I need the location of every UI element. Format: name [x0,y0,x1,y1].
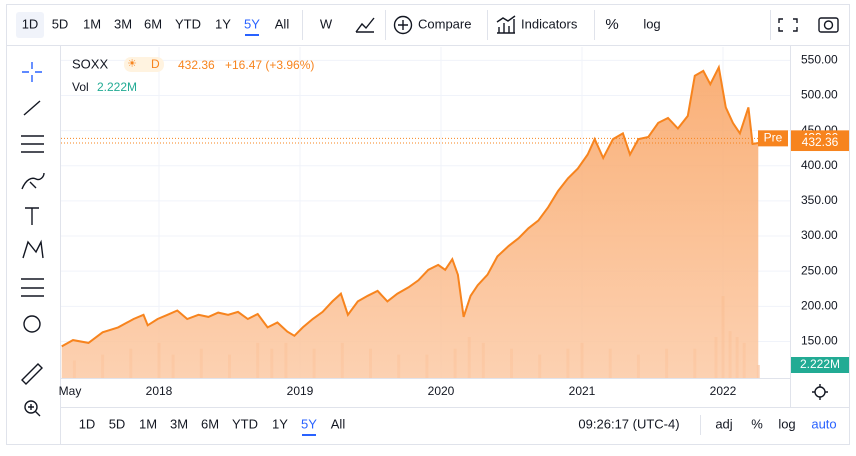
range-button[interactable]: 1Y [215,16,231,31]
price-badge [791,135,849,152]
volume-value: 2.222M [97,80,137,94]
y-tick-label: 500.00 [801,88,838,102]
range-button[interactable]: 5Y [301,416,317,431]
y-tick-label: 150.00 [801,334,838,348]
range-button[interactable]: All [331,416,346,431]
range-button[interactable]: 5D [52,16,69,31]
range-button[interactable]: YTD [232,416,258,431]
x-tick-label: 2019 [287,384,314,398]
chart-type-icon[interactable] [355,17,375,33]
x-tick-label: 2022 [710,384,737,398]
adj-button[interactable]: adj [715,416,732,431]
interval-button[interactable]: W [320,16,333,31]
market-status-icon: ☀ [127,58,137,70]
x-tick-label: 2021 [569,384,596,398]
range-button[interactable]: 6M [201,416,219,431]
emoji-tool[interactable] [23,315,41,333]
pre-tag-label: Pre [764,131,783,145]
range-button[interactable]: 5Y [244,16,260,31]
area-fill [61,67,759,379]
y-tick-label: 550.00 [801,53,838,67]
drawing-tools [21,62,45,417]
volume-badge-label: 2.222M [800,357,840,371]
indicators-icon[interactable] [496,15,516,34]
clock: 09:26:17 (UTC-4) [578,416,679,431]
price-badge-label: 432.36 [802,135,839,149]
percent-button[interactable]: % [751,416,763,431]
y-tick-label: 300.00 [801,228,838,242]
plot [61,47,790,379]
log-button[interactable]: log [778,416,795,431]
range-button[interactable]: 1M [139,416,157,431]
range-button[interactable]: 1M [83,16,101,31]
y-tick-label: 400.00 [801,158,838,172]
range-button[interactable]: 1D [79,416,96,431]
percent-button[interactable]: % [605,16,618,33]
interval-badge-bg [124,57,164,72]
log-button[interactable]: log [643,16,660,31]
range-button[interactable]: 1D [22,16,39,31]
price-line [61,64,759,348]
brush-tool[interactable] [21,172,45,190]
x-tick-label: 2020 [428,384,455,398]
prediction-tool[interactable] [21,278,44,297]
last-price: 432.36 [178,58,215,72]
indicators-button[interactable]: Indicators [521,16,578,31]
price-change: +16.47 (+3.96%) [225,58,314,72]
range-button[interactable]: YTD [175,16,201,31]
range-button[interactable]: 3M [114,16,132,31]
y-tick-label: 250.00 [801,263,838,277]
pattern-tool[interactable] [22,239,44,259]
text-tool[interactable] [25,207,39,225]
x-tick-label: 2018 [146,384,173,398]
range-button[interactable]: 6M [144,16,162,31]
fullscreen-icon[interactable] [778,18,798,32]
pre-tag [758,130,788,147]
y-tick-label: 350.00 [801,193,838,207]
x-tick-label: May [59,384,82,398]
volume-badge [791,357,849,373]
crosshair-tool[interactable] [22,62,42,82]
symbol: SOXX [72,56,108,71]
zoom-tool[interactable] [24,400,38,414]
screenshot-icon[interactable] [818,17,839,33]
fib-tool[interactable] [21,135,44,153]
range-button[interactable]: 3M [170,416,188,431]
auto-button[interactable]: auto [811,416,836,431]
interval: D [151,57,160,71]
toolbar-dividers [302,10,771,40]
range-button[interactable]: 1Y [272,416,288,431]
compare-button[interactable]: Compare [418,16,471,31]
compare-icon[interactable] [393,15,413,35]
volume-label: Vol [72,80,89,94]
range-button[interactable]: 5D [109,416,126,431]
y-tick-label: 200.00 [801,298,838,312]
measure-tool[interactable] [21,363,43,385]
trendline-tool[interactable] [23,100,41,116]
settings-icon[interactable] [812,384,828,400]
selected-bg [16,12,44,38]
range-button[interactable]: All [275,16,290,31]
